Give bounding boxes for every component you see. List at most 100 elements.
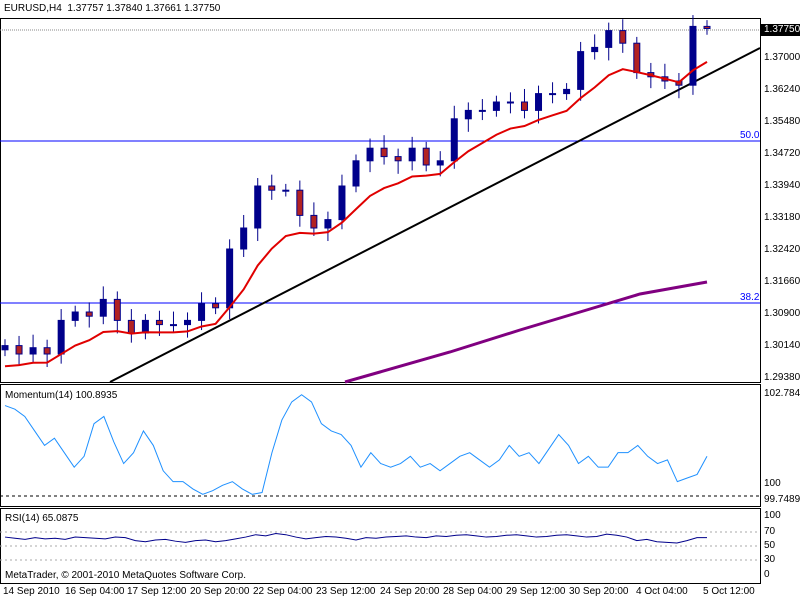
slow-moving-average: [344, 280, 708, 384]
price-tick: 1.30900: [764, 308, 800, 319]
momentum-max: 102.7847: [764, 388, 800, 399]
candle-body: [703, 25, 711, 29]
candle-body: [619, 30, 627, 44]
candle-body: [127, 319, 135, 334]
price-tick: 1.32420: [764, 244, 800, 255]
candle-body: [141, 319, 149, 334]
momentum-line: [4, 394, 708, 495]
candle-body: [85, 311, 93, 317]
time-tick: 17 Sep 12:00: [127, 586, 187, 597]
time-tick: 29 Sep 12:00: [506, 586, 566, 597]
candle-body: [324, 219, 332, 229]
price-tick: 1.34720: [764, 148, 800, 159]
open-value: 1.37757: [67, 3, 104, 14]
time-tick: 20 Sep 20:00: [190, 586, 250, 597]
candle-body: [352, 160, 360, 187]
price-tick: 1.36240: [764, 84, 800, 95]
candle-body: [366, 147, 374, 162]
time-tick: 23 Sep 12:00: [316, 586, 376, 597]
candle-body: [478, 109, 486, 112]
candle-body: [492, 101, 500, 111]
momentum-min: 99.7489: [764, 494, 800, 505]
rsi-tick: 50: [764, 540, 776, 551]
time-tick: 28 Sep 04:00: [443, 586, 503, 597]
candle-body: [71, 311, 79, 321]
price-tick: 1.33940: [764, 180, 800, 191]
time-tick: 22 Sep 04:00: [253, 586, 313, 597]
candle-body: [198, 303, 206, 321]
copyright: MetaTrader, © 2001-2010 MetaQuotes Softw…: [5, 570, 247, 581]
candle-body: [535, 93, 543, 111]
time-tick: 24 Sep 20:00: [380, 586, 440, 597]
close-value: 1.37750: [184, 3, 221, 14]
fib-50-label: 50.0: [740, 130, 760, 141]
candle-body: [155, 319, 163, 326]
candle-body: [296, 189, 304, 216]
momentum-level: 100: [764, 478, 781, 489]
candle-body: [29, 347, 37, 355]
candle-body: [549, 93, 557, 96]
candles: [1, 15, 711, 368]
candle-body: [689, 25, 697, 86]
candle-body: [408, 147, 416, 162]
price-tick: 1.35480: [764, 116, 800, 127]
low-value: 1.37661: [145, 3, 182, 14]
fib-38-label: 38.2: [740, 292, 760, 303]
candle-body: [212, 303, 220, 309]
rsi-tick: 70: [764, 526, 776, 537]
main-chart-frame: [0, 18, 761, 383]
candle-body: [226, 248, 234, 309]
chart-header: EURUSD,H4 1.37757 1.37840 1.37661 1.3775…: [4, 3, 220, 14]
candle-body: [268, 185, 276, 191]
candle-body: [15, 345, 23, 355]
candle-body: [338, 185, 346, 221]
rsi-line: [4, 533, 707, 544]
candle-body: [184, 319, 192, 326]
high-value: 1.37840: [106, 3, 143, 14]
time-tick: 30 Sep 20:00: [569, 586, 629, 597]
candle-body: [380, 147, 388, 158]
time-tick: 5 Oct 12:00: [703, 586, 755, 597]
candle-body: [1, 345, 9, 351]
candle-body: [506, 101, 514, 104]
rsi-label: RSI(14) 65.0875: [5, 513, 79, 524]
candle-body: [57, 319, 65, 355]
candle-body: [282, 189, 290, 192]
candle-body: [169, 324, 177, 327]
price-tick: 1.33180: [764, 212, 800, 223]
momentum-frame: [0, 384, 761, 507]
candle-body: [591, 46, 599, 53]
symbol-label: EURUSD,H4: [4, 3, 62, 14]
trendline[interactable]: [109, 47, 761, 383]
candle-body: [310, 214, 318, 229]
price-tick: 1.37000: [764, 52, 800, 63]
price-tick: 1.30140: [764, 340, 800, 351]
time-tick: 14 Sep 2010: [3, 586, 60, 597]
candle-body: [633, 42, 641, 74]
candle-body: [577, 51, 585, 90]
candle-body: [113, 298, 121, 321]
candle-body: [520, 101, 528, 111]
momentum-label: Momentum(14) 100.8935: [5, 390, 118, 401]
candle-body: [422, 147, 430, 166]
candle-body: [99, 298, 107, 317]
candle-body: [605, 30, 613, 48]
fast-moving-average: [4, 61, 708, 368]
candle-body: [563, 88, 571, 95]
price-tick: 1.31660: [764, 276, 800, 287]
candle-body: [254, 185, 262, 229]
rsi-tick: 0: [764, 569, 770, 580]
rsi-tick: 30: [764, 554, 776, 565]
time-tick: 16 Sep 04:00: [65, 586, 125, 597]
candle-body: [464, 109, 472, 120]
rsi-tick: 100: [764, 510, 781, 521]
current-price-tag: 1.37750: [761, 24, 800, 36]
candle-body: [43, 347, 51, 355]
candle-body: [450, 118, 458, 162]
candle-body: [240, 227, 248, 250]
time-tick: 4 Oct 04:00: [636, 586, 688, 597]
rsi-levels: [0, 531, 760, 561]
price-tick: 1.29380: [764, 372, 800, 383]
candle-body: [436, 160, 444, 166]
